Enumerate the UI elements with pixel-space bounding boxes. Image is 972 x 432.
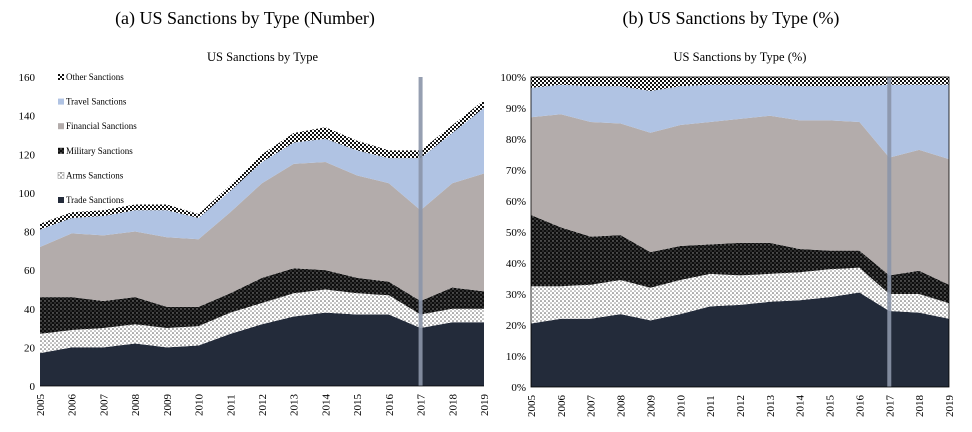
legend-swatch-other-sanctions xyxy=(58,74,64,80)
right-y-tick-label: 0% xyxy=(511,382,526,394)
left-y-tick-label: 20 xyxy=(24,342,36,354)
right-x-tick-label: 2018 xyxy=(914,395,926,418)
legend-label-military-sanctions: Military Sanctions xyxy=(66,146,133,156)
left-x-tick-label: 2017 xyxy=(416,394,428,417)
left-y-tick-label: 60 xyxy=(24,265,36,277)
left-y-tick-label: 80 xyxy=(24,227,36,239)
left-x-tick-label: 2005 xyxy=(35,394,47,417)
right-y-tick-label: 20% xyxy=(506,320,526,332)
legend-label-arms-sanctions: Arms Sanctions xyxy=(66,170,124,180)
left-area-financial-sanctions xyxy=(40,161,484,307)
right-y-tick-label: 80% xyxy=(506,134,526,146)
right-x-tick-label: 2010 xyxy=(675,395,687,418)
right-y-tick-label: 30% xyxy=(506,289,526,301)
legend-label-other-sanctions: Other Sanctions xyxy=(66,72,124,82)
left-chart: 0 20 40 60 80 100 120 140 160 2005 2006 2007 2008 200… xyxy=(19,72,492,416)
legend-swatch-arms-sanctions xyxy=(57,172,65,179)
right-y-tick-label: 70% xyxy=(506,165,526,177)
left-x-tick-label: 2012 xyxy=(257,394,269,416)
right-x-tick-label: 2012 xyxy=(735,395,747,417)
left-y-tick-label: 160 xyxy=(19,72,36,84)
legend-swatch-financial-sanctions xyxy=(58,123,64,130)
right-y-tick-label: 60% xyxy=(506,196,526,208)
right-x-tick-label: 2015 xyxy=(825,395,837,418)
left-x-tick-label: 2006 xyxy=(67,394,79,417)
right-panel-title: (b) US Sanctions by Type (%) xyxy=(622,8,840,28)
right-area-other-sanctions xyxy=(531,77,949,91)
right-y-tick-label: 40% xyxy=(506,258,526,270)
right-x-tick-label: 2014 xyxy=(795,395,807,418)
left-y-tick-label: 40 xyxy=(24,304,36,316)
right-area-military-sanctions xyxy=(531,214,949,304)
left-panel-title: (a) US Sanctions by Type (Number) xyxy=(115,8,375,28)
right-x-tick-label: 2019 xyxy=(944,395,956,418)
left-area-other-sanctions xyxy=(40,100,484,230)
left-y-tick-label: 140 xyxy=(19,111,36,123)
left-x-tick-label: 2014 xyxy=(320,394,332,417)
left-x-tick-label: 2011 xyxy=(225,394,237,416)
right-x-tick-label: 2005 xyxy=(526,395,538,418)
left-x-tick-label: 2008 xyxy=(130,394,142,417)
legend-swatch-trade-sanctions xyxy=(58,197,64,203)
legend-swatch-military-sanctions xyxy=(58,147,64,154)
legend-label-trade-sanctions: Trade Sanctions xyxy=(66,195,124,205)
left-x-tick-label: 2016 xyxy=(384,394,396,417)
right-x-tick-label: 2013 xyxy=(765,395,777,418)
left-x-tick-label: 2018 xyxy=(447,394,459,417)
legend-swatch-travel-sanctions xyxy=(58,98,64,105)
left-y-tick-label: 120 xyxy=(19,149,36,161)
right-year-marker xyxy=(887,77,892,387)
right-area-travel-sanctions xyxy=(531,84,949,160)
right-y-tick-label: 90% xyxy=(506,103,526,115)
legend-label-financial-sanctions: Financial Sanctions xyxy=(66,121,137,131)
right-area-trade-sanctions xyxy=(531,292,949,387)
left-area-military-sanctions xyxy=(40,268,484,334)
right-x-tick-label: 2016 xyxy=(854,395,866,418)
right-y-tick-label: 10% xyxy=(506,351,526,363)
right-chart-title: US Sanctions by Type (%) xyxy=(673,50,807,64)
left-x-tick-label: 2007 xyxy=(98,394,110,417)
right-chart: 0% 10% 20% 30% 40% 50% 60% 70% 80% 90% 100% 2005 200… xyxy=(500,72,956,417)
right-x-tick-label: 2007 xyxy=(586,395,598,418)
right-x-tick-label: 2017 xyxy=(884,395,896,418)
left-y-tick-label: 100 xyxy=(19,188,36,200)
left-x-tick-label: 2013 xyxy=(289,394,301,417)
left-area-trade-sanctions xyxy=(40,312,484,386)
left-x-tick-label: 2019 xyxy=(479,394,491,417)
right-x-tick-label: 2006 xyxy=(556,395,568,418)
legend-label-travel-sanctions: Travel Sanctions xyxy=(66,97,127,107)
right-area-arms-sanctions xyxy=(531,267,949,324)
left-x-tick-label: 2009 xyxy=(162,394,174,417)
right-area-financial-sanctions xyxy=(531,114,949,285)
right-x-tick-label: 2009 xyxy=(645,395,657,418)
left-area-arms-sanctions xyxy=(40,289,484,354)
right-plot-frame xyxy=(530,76,950,388)
left-y-tick-label: 0 xyxy=(30,381,36,393)
right-x-tick-label: 2008 xyxy=(616,395,628,418)
right-y-tick-label: 50% xyxy=(506,227,526,239)
left-x-tick-label: 2015 xyxy=(352,394,364,417)
left-area-travel-sanctions xyxy=(40,107,484,247)
right-y-tick-label: 100% xyxy=(500,72,526,84)
left-year-marker xyxy=(418,77,423,386)
right-x-tick-label: 2011 xyxy=(705,395,717,417)
left-legend: Other Sanctions Travel Sanctions Financial… xyxy=(57,72,137,205)
left-x-tick-label: 2010 xyxy=(194,394,206,417)
left-chart-title: US Sanctions by Type xyxy=(206,50,319,64)
